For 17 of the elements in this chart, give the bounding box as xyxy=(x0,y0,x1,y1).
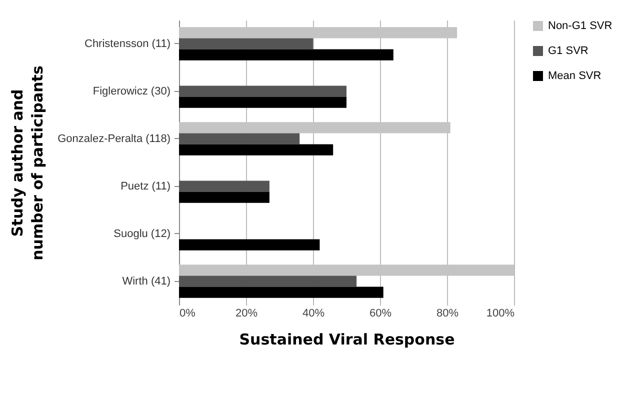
x-axis-title: Sustained Viral Response xyxy=(239,330,455,348)
y-tick-label: Christensson (11) xyxy=(84,38,170,50)
x-tick-label: 80% xyxy=(436,308,459,320)
y-tick-label: Puetz (11) xyxy=(120,180,170,192)
x-tick-label: 20% xyxy=(235,308,258,320)
y-tick-label: Gonzalez-Peralta (118) xyxy=(58,132,170,145)
y-tick-label: Suoglu (12) xyxy=(114,228,170,240)
y-axis-title: Study author and number of participants xyxy=(8,66,47,260)
x-tick-label: 0% xyxy=(180,308,196,320)
x-tick-label: 100% xyxy=(486,308,515,320)
y-tick-label: Figlerowicz (30) xyxy=(92,85,170,98)
legend-label: G1 SVR xyxy=(548,45,588,57)
y-tick-label: Wirth (41) xyxy=(122,275,170,288)
legend-label: Non-G1 SVR xyxy=(548,20,612,32)
x-tick-label: 40% xyxy=(302,308,325,320)
legend-label: Mean SVR xyxy=(548,70,602,82)
x-tick-label: 60% xyxy=(369,308,392,320)
